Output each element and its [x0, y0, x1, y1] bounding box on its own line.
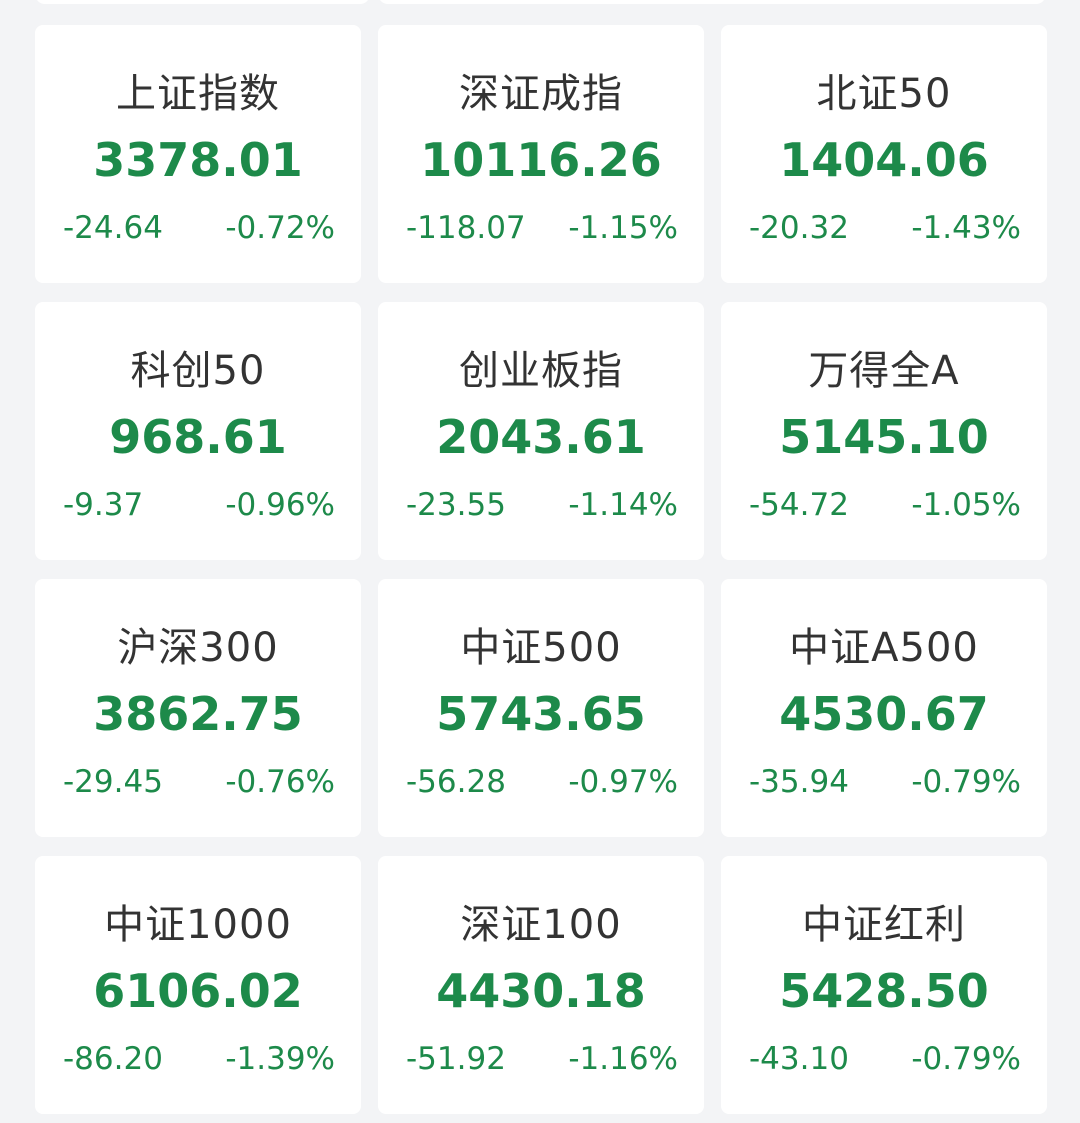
index-change-percent: -1.15%	[568, 210, 678, 246]
index-name: 中证A500	[789, 625, 979, 671]
index-name: 万得全A	[808, 348, 960, 394]
index-change: -24.64	[63, 210, 163, 246]
index-card[interactable]: 中证红利 5428.50 -43.10 -0.79%	[721, 856, 1047, 1114]
index-change-percent: -1.39%	[225, 1041, 335, 1077]
index-name: 中证红利	[802, 902, 966, 948]
index-name: 深证100	[460, 902, 622, 948]
index-change-percent: -1.16%	[568, 1041, 678, 1077]
index-name: 科创50	[130, 348, 266, 394]
index-value: 4430.18	[436, 964, 646, 1018]
index-grid: 上证指数 3378.01 -24.64 -0.72% 深证成指 10116.26…	[35, 25, 1047, 1114]
index-change: -86.20	[63, 1041, 163, 1077]
index-value: 5743.65	[436, 687, 646, 741]
index-value: 1404.06	[779, 133, 989, 187]
index-change: -9.37	[63, 487, 144, 523]
index-card[interactable]: 万得全A 5145.10 -54.72 -1.05%	[721, 302, 1047, 560]
index-value: 6106.02	[93, 964, 303, 1018]
index-change: -35.94	[749, 764, 849, 800]
index-change-percent: -0.72%	[225, 210, 335, 246]
index-card[interactable]: 中证500 5743.65 -56.28 -0.97%	[378, 579, 704, 837]
index-name: 中证1000	[104, 902, 292, 948]
index-card[interactable]: 深证成指 10116.26 -118.07 -1.15%	[378, 25, 704, 283]
index-change: -43.10	[749, 1041, 849, 1077]
index-change: -23.55	[406, 487, 506, 523]
index-name: 上证指数	[116, 71, 280, 117]
index-card[interactable]: 科创50 968.61 -9.37 -0.96%	[35, 302, 361, 560]
previous-card-edge	[378, 0, 1046, 4]
index-name: 创业板指	[459, 348, 623, 394]
index-name: 北证50	[816, 71, 952, 117]
index-value: 968.61	[109, 410, 287, 464]
index-change: -51.92	[406, 1041, 506, 1077]
index-change: -56.28	[406, 764, 506, 800]
index-name: 中证500	[460, 625, 622, 671]
index-value: 10116.26	[420, 133, 662, 187]
index-value: 5428.50	[779, 964, 989, 1018]
index-change-percent: -0.79%	[911, 1041, 1021, 1077]
index-change-percent: -0.79%	[911, 764, 1021, 800]
index-card[interactable]: 深证100 4430.18 -51.92 -1.16%	[378, 856, 704, 1114]
index-name: 沪深300	[117, 625, 279, 671]
index-change: -54.72	[749, 487, 849, 523]
index-change: -118.07	[406, 210, 526, 246]
index-name: 深证成指	[459, 71, 623, 117]
index-change-percent: -1.43%	[911, 210, 1021, 246]
index-value: 3378.01	[93, 133, 303, 187]
index-change-percent: -1.14%	[568, 487, 678, 523]
index-card[interactable]: 中证1000 6106.02 -86.20 -1.39%	[35, 856, 361, 1114]
index-card[interactable]: 北证50 1404.06 -20.32 -1.43%	[721, 25, 1047, 283]
index-change-percent: -0.97%	[568, 764, 678, 800]
index-value: 4530.67	[779, 687, 989, 741]
index-value: 3862.75	[93, 687, 303, 741]
index-change-percent: -0.96%	[225, 487, 335, 523]
index-change-percent: -0.76%	[225, 764, 335, 800]
index-value: 2043.61	[436, 410, 646, 464]
index-card[interactable]: 沪深300 3862.75 -29.45 -0.76%	[35, 579, 361, 837]
index-change-percent: -1.05%	[911, 487, 1021, 523]
index-value: 5145.10	[779, 410, 989, 464]
index-card[interactable]: 创业板指 2043.61 -23.55 -1.14%	[378, 302, 704, 560]
index-card[interactable]: 中证A500 4530.67 -35.94 -0.79%	[721, 579, 1047, 837]
index-card[interactable]: 上证指数 3378.01 -24.64 -0.72%	[35, 25, 361, 283]
previous-card-edge	[35, 0, 370, 4]
index-change: -29.45	[63, 764, 163, 800]
index-change: -20.32	[749, 210, 849, 246]
